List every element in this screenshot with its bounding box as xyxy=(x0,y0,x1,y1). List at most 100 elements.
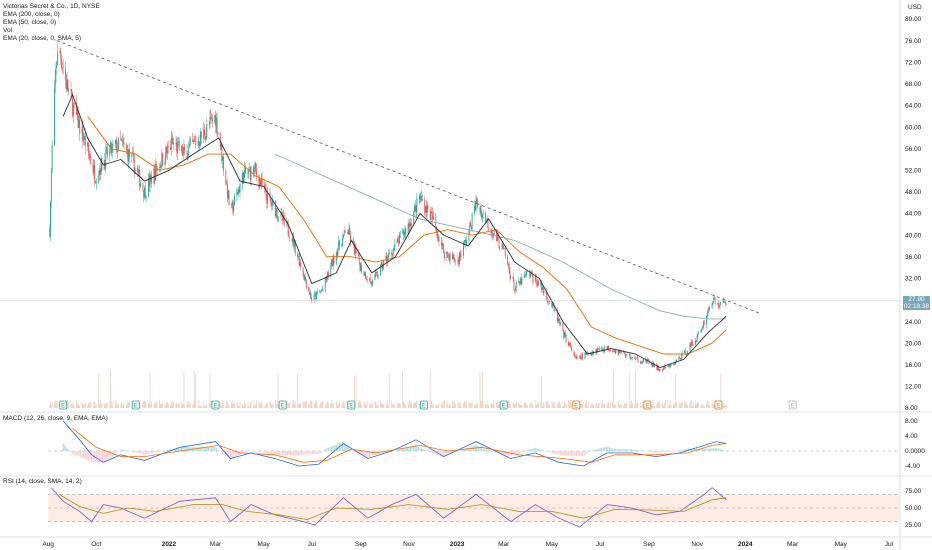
y-tick-label: 56.00 xyxy=(905,146,922,153)
macd-histogram-bar xyxy=(398,449,401,451)
volume-bar xyxy=(530,402,531,408)
candle-body xyxy=(576,357,578,359)
macd-histogram-bar xyxy=(154,451,156,453)
macd-histogram-bar xyxy=(184,447,186,451)
candle-body xyxy=(332,255,334,267)
candle-body xyxy=(49,229,51,237)
macd-histogram-bar xyxy=(217,449,219,451)
candle-body xyxy=(129,149,130,158)
candle-body xyxy=(204,136,206,139)
macd-histogram-bar xyxy=(422,449,424,451)
macd-histogram-bar xyxy=(133,451,135,453)
macd-histogram-bar xyxy=(349,449,352,451)
y-tick-label: 12.00 xyxy=(905,384,922,391)
volume-bar xyxy=(652,404,654,408)
candle-body xyxy=(452,255,454,259)
macd-histogram-bar xyxy=(507,451,510,456)
macd-histogram-bar xyxy=(210,446,213,451)
volume-bar xyxy=(672,404,674,408)
candle-body xyxy=(95,181,96,184)
legend-ema200[interactable]: EMA (200, close, 0) xyxy=(3,11,60,18)
candle-body xyxy=(466,240,468,245)
earnings-marker xyxy=(211,400,220,410)
candle-body xyxy=(615,350,617,353)
volume-bar xyxy=(321,400,323,408)
candle-body xyxy=(249,169,251,181)
macd-histogram-bar xyxy=(67,448,69,451)
volume-bar xyxy=(197,405,199,408)
candle-body xyxy=(73,102,75,105)
candle-body xyxy=(66,80,68,90)
macd-histogram-bar xyxy=(179,447,181,451)
legend-ema50[interactable]: EMA (50, close, 0) xyxy=(3,19,57,26)
macd-histogram-bar xyxy=(147,451,150,454)
candle-body xyxy=(586,352,588,354)
candle-body xyxy=(300,262,302,268)
volume-bar xyxy=(95,405,96,408)
candle-body xyxy=(178,141,180,151)
candle-body xyxy=(327,271,329,280)
y-tick-label: 20.00 xyxy=(905,340,922,347)
macd-histogram-bar xyxy=(103,451,105,463)
candle-body xyxy=(214,115,216,122)
macd-histogram-bar xyxy=(619,449,622,451)
volume-bar xyxy=(667,400,669,408)
candle-body xyxy=(209,116,211,125)
macd-title[interactable]: MACD (12, 26, close, 9, EMA, EMA) xyxy=(3,415,108,422)
candle-body xyxy=(237,192,239,195)
chart-title[interactable]: Victorias Secret & Co., 1D, NYSE xyxy=(3,3,100,10)
candle-body xyxy=(543,290,545,293)
volume-bar xyxy=(315,400,317,408)
volume-bar xyxy=(532,404,534,408)
x-tick-label: Nov xyxy=(691,541,703,548)
macd-histogram-bar xyxy=(713,448,715,451)
volume-bar xyxy=(67,400,69,408)
volume-bar xyxy=(639,402,641,408)
volume-bar xyxy=(181,403,183,408)
candle-body xyxy=(447,254,449,256)
macd-histogram-bar xyxy=(722,450,724,451)
y-tick-label: 8.00 xyxy=(905,405,918,412)
ema20-line xyxy=(62,93,727,368)
volume-bar xyxy=(237,405,239,408)
volume-bar xyxy=(680,402,682,408)
candle-body xyxy=(499,247,501,249)
macd-histogram-bar xyxy=(187,447,189,451)
volume-bar xyxy=(476,402,478,408)
candle-body xyxy=(557,318,559,322)
candle-body xyxy=(444,253,445,258)
last-price-badge: 27.90 02:18:38 xyxy=(903,296,930,310)
macd-histogram-bar xyxy=(531,448,533,451)
volume-bar xyxy=(244,400,246,408)
macd-histogram-bar xyxy=(653,451,655,453)
volume-bar xyxy=(601,403,603,408)
macd-histogram-bar xyxy=(529,449,532,451)
y-tick-label: 44.00 xyxy=(905,211,922,218)
volume-bar xyxy=(547,401,549,408)
macd-histogram-bar xyxy=(563,451,565,456)
macd-histogram-bar xyxy=(92,451,94,462)
legend-vol[interactable]: Vol xyxy=(3,27,13,34)
candle-body xyxy=(665,366,666,368)
volume-bar xyxy=(402,371,404,408)
legend-ema20[interactable]: EMA (20, close, 0, SMA, 5) xyxy=(3,35,82,42)
macd-histogram-bar xyxy=(594,449,596,451)
macd-histogram-bar xyxy=(638,450,641,451)
volume-bar xyxy=(261,403,263,408)
volume-bar xyxy=(651,404,653,408)
candle-body xyxy=(374,274,376,280)
candle-body xyxy=(110,142,111,150)
candle-body xyxy=(569,343,571,345)
candle-body xyxy=(289,237,291,239)
candle-body xyxy=(405,228,407,234)
volume-bar xyxy=(631,403,633,408)
volume-bar xyxy=(642,401,644,408)
candle-body xyxy=(680,358,681,360)
candle-body xyxy=(54,75,56,88)
candle-body xyxy=(366,279,368,281)
rsi-title[interactable]: RSI (14, close, SMA, 14, 2) xyxy=(3,478,82,485)
macd-histogram-bar xyxy=(621,449,623,451)
volume-bar xyxy=(208,403,210,408)
macd-histogram-bar xyxy=(465,448,467,451)
